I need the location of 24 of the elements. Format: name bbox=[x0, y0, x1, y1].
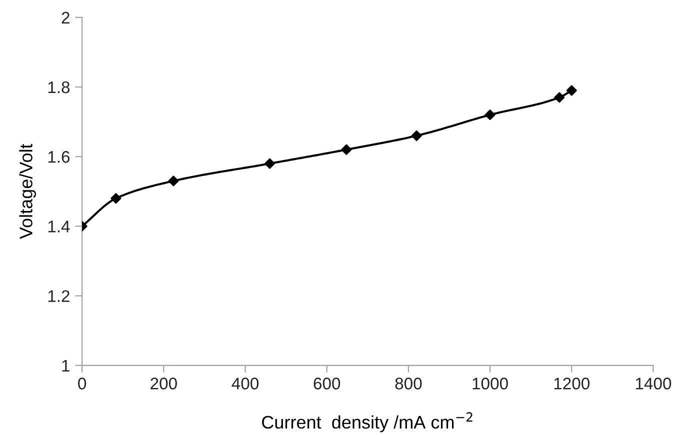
x-axis-title: Current density /mA cm$^{−2}$ bbox=[262, 412, 472, 432]
x-tick-label: 1200 bbox=[554, 378, 590, 390]
point bbox=[484, 110, 496, 120]
x-tick-label: 0 bbox=[78, 378, 86, 390]
y-tick-label: 1.8 bbox=[48, 81, 70, 94]
x-tick-label: 400 bbox=[232, 378, 259, 390]
y-tick-label: 1 bbox=[62, 360, 70, 372]
y-axis-title: Voltage/Volt bbox=[19, 144, 36, 240]
x-tick-label: 200 bbox=[150, 378, 177, 390]
x-tick-label: 600 bbox=[314, 378, 340, 390]
x-tick-label: 1400 bbox=[636, 378, 672, 390]
y-tick-label: 1.2 bbox=[48, 290, 70, 302]
point bbox=[341, 144, 352, 155]
point bbox=[168, 176, 179, 186]
point bbox=[110, 193, 122, 204]
point bbox=[554, 92, 565, 103]
point bbox=[566, 85, 577, 96]
x-tick-label: 800 bbox=[395, 378, 422, 390]
y-tick-label: 2 bbox=[62, 12, 70, 24]
point bbox=[411, 130, 422, 142]
point bbox=[264, 158, 276, 169]
y-tick-label: 1.4 bbox=[48, 220, 70, 232]
y-tick-label: 1.6 bbox=[48, 151, 70, 163]
x-tick-label: 1000 bbox=[472, 378, 508, 390]
